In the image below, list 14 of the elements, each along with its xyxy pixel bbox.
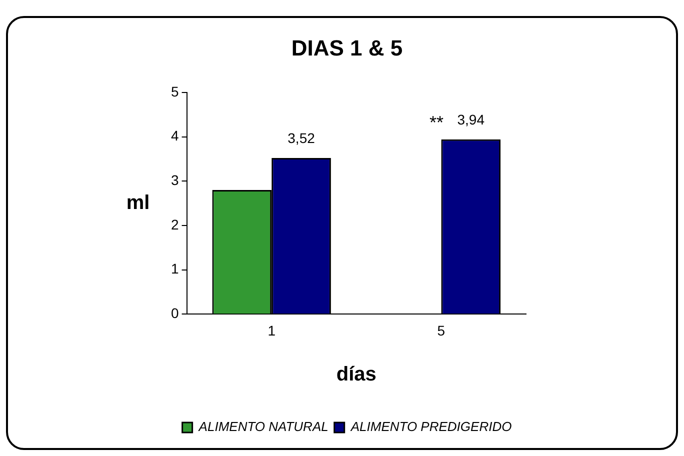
- y-tick-label: 1: [170, 260, 179, 277]
- x-axis-title: días: [336, 364, 376, 386]
- data-label: 3,52: [288, 130, 316, 146]
- y-tick-label: 2: [170, 216, 179, 232]
- legend-label: ALIMENTO PREDIGERIDO: [350, 419, 512, 434]
- y-tick-label: 0: [170, 305, 179, 322]
- legend-label: ALIMENTO NATURAL: [198, 419, 328, 434]
- y-axis-title: ml: [126, 192, 150, 214]
- y-tick-label: 3: [170, 172, 179, 188]
- data-label: 3,94: [457, 111, 485, 128]
- y-tick-label: 4: [170, 128, 179, 144]
- y-tick-label: 5: [170, 83, 179, 100]
- annotation: **: [430, 112, 444, 132]
- chart-title: DIAS 1 & 5: [291, 35, 403, 60]
